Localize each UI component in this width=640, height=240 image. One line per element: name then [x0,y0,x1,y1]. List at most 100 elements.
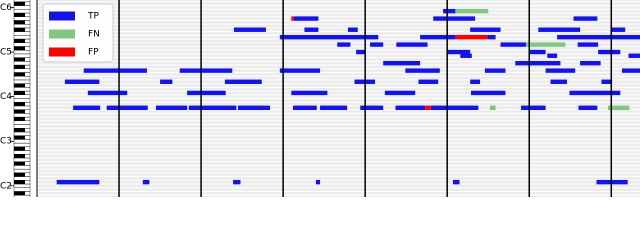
note [383,60,421,66]
white-key [13,42,31,47]
row-stripe [37,54,640,58]
note [347,27,358,32]
note [455,34,488,40]
note [233,27,266,32]
note [418,79,439,84]
white-key [13,0,31,3]
note [370,42,384,47]
row-stripe [37,20,640,24]
note [569,90,621,96]
row-stripe [37,125,640,128]
note [106,105,148,110]
note [557,34,640,40]
black-key [14,39,25,43]
white-key [13,139,31,144]
row-stripe [37,69,640,72]
note [304,27,319,32]
row-stripe [37,6,640,9]
note [452,179,460,185]
note [395,105,426,110]
note [470,27,501,32]
note [578,105,598,110]
note [83,68,147,73]
note [621,68,640,73]
note [525,42,566,47]
y-tick-label: C2 [0,181,12,191]
row-stripe [37,80,640,84]
row-stripe [37,173,640,177]
black-key [14,20,25,25]
row-stripe [37,87,640,91]
white-key [13,9,31,14]
white-key [13,98,31,103]
row-stripe [37,169,640,173]
note [291,16,294,21]
row-stripe [37,58,640,61]
note [596,179,628,185]
row-stripe [37,95,640,98]
row-stripe [37,65,640,69]
note [460,53,472,58]
row-stripe [37,17,640,20]
black-key [14,161,25,166]
note [155,105,188,110]
white-key [13,113,31,118]
row-stripe [37,9,640,13]
white-key [13,23,31,29]
row-stripe [37,102,640,106]
note [224,79,262,84]
white-key [13,16,31,21]
note [142,179,150,185]
white-key [13,194,31,197]
row-stripe [37,99,640,102]
white-key [13,131,31,136]
note [187,90,226,96]
black-key [14,172,25,177]
white-key [13,142,31,148]
black-key [14,27,25,32]
white-key [13,120,31,125]
y-tick-label: C6 [0,3,12,13]
white-key [13,49,31,55]
row-stripe [37,143,640,147]
row-stripe [37,158,640,162]
note [610,27,626,32]
note [608,105,630,110]
legend-swatch [49,11,75,21]
row-stripe [37,154,640,158]
note [160,79,173,84]
black-key [14,1,25,6]
black-key [14,46,25,51]
note [315,179,321,185]
white-key [13,61,31,66]
row-stripe [37,61,640,65]
row-stripe [37,184,640,188]
row-stripe [37,136,640,139]
row-stripe [37,132,640,136]
note [470,79,481,84]
row-stripe [37,128,640,132]
black-key [14,128,25,132]
black-key [14,83,25,88]
white-key [13,183,31,188]
note [580,60,601,66]
note [396,42,428,47]
legend-label: FN [88,30,100,40]
note [430,105,479,110]
note [293,16,319,21]
note [405,68,440,73]
white-key [13,187,31,192]
note [64,79,100,84]
note [433,16,476,21]
black-key [14,191,25,196]
note [425,105,431,110]
note [443,8,456,14]
note [455,8,489,14]
note [279,68,321,73]
white-key [13,150,31,155]
white-key [13,31,31,36]
row-stripe [37,195,640,197]
white-key [13,94,31,99]
row-stripe [37,0,640,2]
note [238,105,270,110]
